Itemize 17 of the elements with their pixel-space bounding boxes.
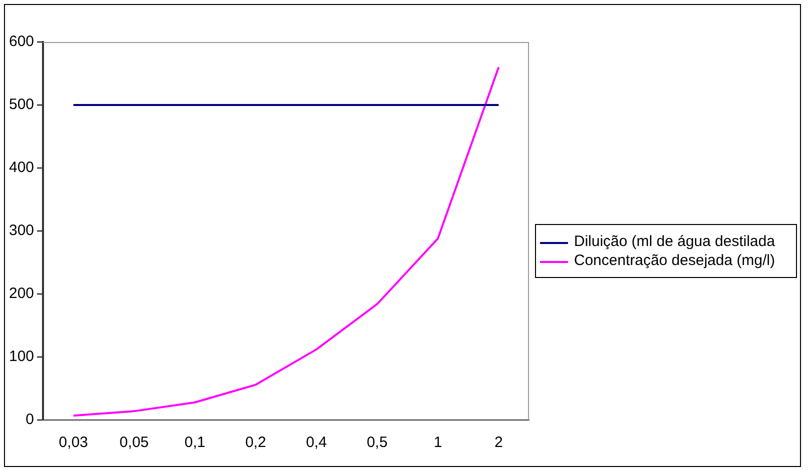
- x-tick-label: 0,03: [58, 434, 88, 452]
- y-tick-label: 600: [8, 33, 34, 50]
- y-tick-label: 400: [8, 159, 34, 176]
- y-tick-label: 500: [8, 96, 34, 114]
- x-tick-label: 0,1: [184, 434, 206, 452]
- x-tick-label: 0,05: [120, 434, 149, 452]
- legend-label: Diluição (ml de água destilada: [574, 233, 775, 250]
- x-tick-label: 0,4: [306, 434, 327, 452]
- y-tick-label: 100: [8, 348, 34, 366]
- x-tick-label: 0,5: [366, 434, 388, 452]
- y-tick-label: 300: [8, 222, 34, 240]
- y-tick-label: 0: [26, 411, 34, 428]
- legend-label: Concentração desejada (mg/l): [574, 252, 775, 269]
- x-tick-label: 0,2: [245, 434, 266, 452]
- x-tick-label: 2: [494, 434, 503, 452]
- x-tick-label: 1: [434, 434, 442, 452]
- y-tick-label: 200: [8, 285, 34, 302]
